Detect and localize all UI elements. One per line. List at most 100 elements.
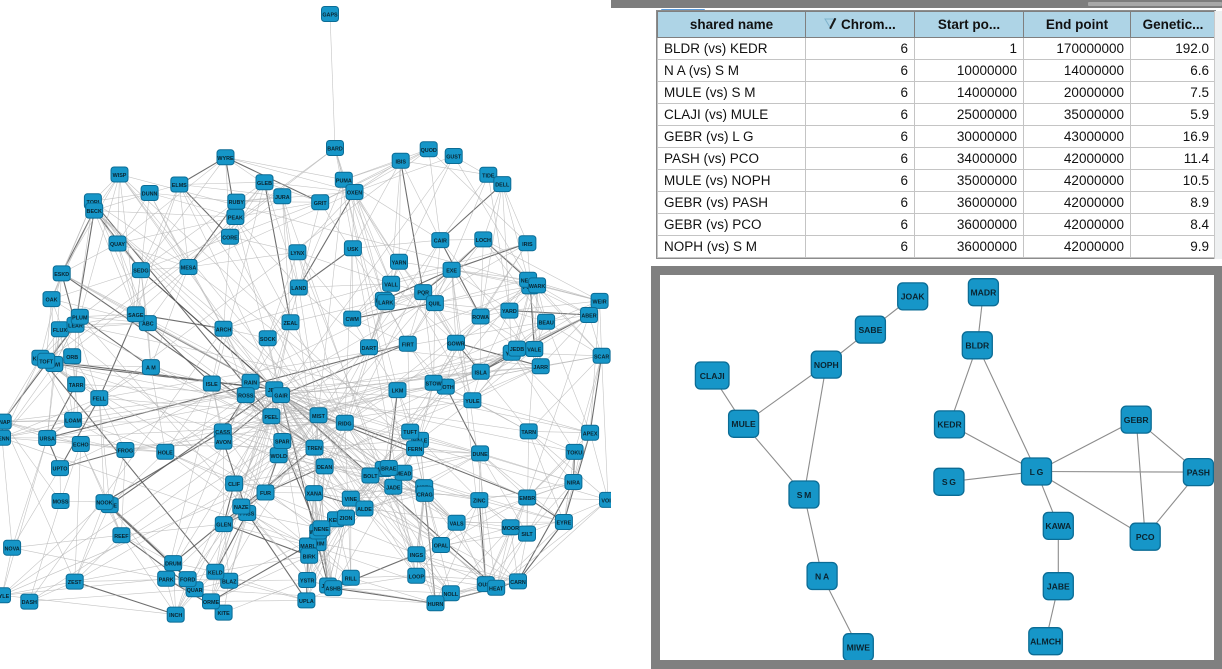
svg-text:UPTO: UPTO <box>53 467 68 473</box>
svg-text:NOOK: NOOK <box>96 501 112 507</box>
svg-text:QUOD: QUOD <box>421 148 437 154</box>
svg-text:FORD: FORD <box>180 578 195 584</box>
svg-text:QUIL: QUIL <box>428 302 442 308</box>
svg-text:SABE: SABE <box>858 325 882 335</box>
svg-text:SOCK: SOCK <box>260 337 276 343</box>
svg-text:WISP: WISP <box>113 173 127 179</box>
svg-text:UPLA: UPLA <box>299 599 314 605</box>
svg-text:PARK: PARK <box>159 577 174 583</box>
svg-text:LOAM: LOAM <box>65 419 81 425</box>
svg-text:NOVA: NOVA <box>5 546 20 552</box>
svg-text:ZEST: ZEST <box>68 580 82 586</box>
svg-text:GOWR: GOWR <box>447 341 464 347</box>
svg-text:CRAG: CRAG <box>417 493 433 499</box>
svg-text:MIWE: MIWE <box>847 643 871 653</box>
svg-text:ZION: ZION <box>340 516 353 522</box>
svg-text:ISLE: ISLE <box>206 382 218 388</box>
svg-text:WEIR: WEIR <box>593 300 607 306</box>
svg-text:WOLD: WOLD <box>270 454 287 460</box>
svg-text:DRUM: DRUM <box>165 562 182 568</box>
svg-text:L G: L G <box>1030 467 1044 477</box>
svg-text:WARK: WARK <box>529 284 546 290</box>
svg-text:YULE: YULE <box>465 399 480 405</box>
svg-text:VALL: VALL <box>384 282 398 288</box>
svg-text:PASH: PASH <box>1187 467 1210 477</box>
svg-text:VENN: VENN <box>0 436 10 442</box>
svg-text:AVON: AVON <box>216 440 231 446</box>
svg-text:RIDG: RIDG <box>338 421 351 427</box>
svg-text:EYRE: EYRE <box>557 521 572 527</box>
svg-text:FLUX: FLUX <box>53 328 67 334</box>
svg-text:JURA: JURA <box>275 195 290 201</box>
svg-text:MESA: MESA <box>181 266 197 272</box>
svg-text:JABE: JABE <box>1047 582 1070 592</box>
svg-text:BARD: BARD <box>327 147 343 153</box>
svg-text:BECK: BECK <box>87 209 102 215</box>
svg-text:ABER: ABER <box>581 314 596 320</box>
svg-text:JARR: JARR <box>533 365 548 371</box>
svg-text:MIST: MIST <box>312 414 326 420</box>
svg-text:PEEL: PEEL <box>264 415 279 421</box>
svg-text:FERN: FERN <box>408 447 423 453</box>
svg-text:YARN: YARN <box>392 260 407 266</box>
svg-text:S G: S G <box>942 477 956 487</box>
svg-text:KEDR: KEDR <box>937 420 962 430</box>
svg-text:LARK: LARK <box>378 301 393 307</box>
svg-text:BRAE: BRAE <box>381 467 397 473</box>
svg-text:BOLT: BOLT <box>363 474 378 480</box>
svg-text:ROSS: ROSS <box>238 394 254 400</box>
svg-text:LKM: LKM <box>392 389 404 395</box>
svg-text:KITE: KITE <box>217 611 230 617</box>
svg-text:PLUM: PLUM <box>72 315 88 321</box>
svg-text:FIRT: FIRT <box>402 342 415 348</box>
svg-text:LOOP: LOOP <box>409 574 425 580</box>
svg-text:MADR: MADR <box>971 288 998 298</box>
svg-text:DASH: DASH <box>22 600 37 606</box>
svg-text:HURN: HURN <box>428 602 444 608</box>
svg-text:ORME: ORME <box>203 600 220 606</box>
svg-text:RUBY: RUBY <box>229 200 245 206</box>
svg-text:GLEN: GLEN <box>216 523 231 529</box>
svg-text:USK: USK <box>347 247 358 253</box>
svg-text:JADE: JADE <box>386 485 401 491</box>
svg-text:JEDB: JEDB <box>510 347 524 353</box>
svg-text:WYRE: WYRE <box>217 156 234 162</box>
svg-text:TIDE: TIDE <box>482 173 495 179</box>
svg-text:SAGE: SAGE <box>128 313 144 319</box>
svg-text:SPAR: SPAR <box>275 440 290 446</box>
svg-text:ARCH: ARCH <box>216 327 232 333</box>
svg-text:QUAY: QUAY <box>110 242 125 248</box>
svg-text:ORB: ORB <box>66 355 78 361</box>
svg-text:INCH: INCH <box>169 613 182 619</box>
svg-text:TOKU: TOKU <box>567 451 582 457</box>
svg-text:EMBR: EMBR <box>519 496 535 502</box>
svg-text:VOID: VOID <box>601 499 611 505</box>
svg-text:PEAK: PEAK <box>228 216 243 222</box>
svg-text:NAZE: NAZE <box>234 505 249 511</box>
svg-text:ALDE: ALDE <box>357 507 372 513</box>
svg-text:YSTR: YSTR <box>300 579 314 585</box>
svg-text:JOAK: JOAK <box>901 292 926 302</box>
svg-text:PUMA: PUMA <box>336 178 352 184</box>
svg-text:FUR: FUR <box>260 491 271 497</box>
svg-text:XANA: XANA <box>306 492 321 498</box>
svg-text:KELD: KELD <box>208 570 223 576</box>
svg-text:GAIR: GAIR <box>274 394 288 400</box>
svg-text:NOLL: NOLL <box>443 592 458 598</box>
svg-text:TARR: TARR <box>69 383 84 389</box>
svg-text:QUAR: QUAR <box>187 588 203 594</box>
svg-text:CARN: CARN <box>510 580 526 586</box>
svg-text:OAK: OAK <box>46 298 58 304</box>
svg-text:GUST: GUST <box>446 155 462 161</box>
svg-text:ALMCH: ALMCH <box>1030 637 1061 647</box>
svg-text:S M: S M <box>797 490 812 500</box>
svg-text:ISLA: ISLA <box>475 370 487 376</box>
svg-text:GAPS: GAPS <box>322 13 338 19</box>
svg-text:DART: DART <box>362 346 378 352</box>
svg-text:YARD: YARD <box>502 309 517 315</box>
svg-text:FELL: FELL <box>93 397 107 403</box>
svg-text:CAIR: CAIR <box>434 239 447 245</box>
svg-text:VINE: VINE <box>345 497 358 503</box>
svg-text:LAND: LAND <box>291 286 306 292</box>
svg-text:PCO: PCO <box>1136 532 1155 542</box>
